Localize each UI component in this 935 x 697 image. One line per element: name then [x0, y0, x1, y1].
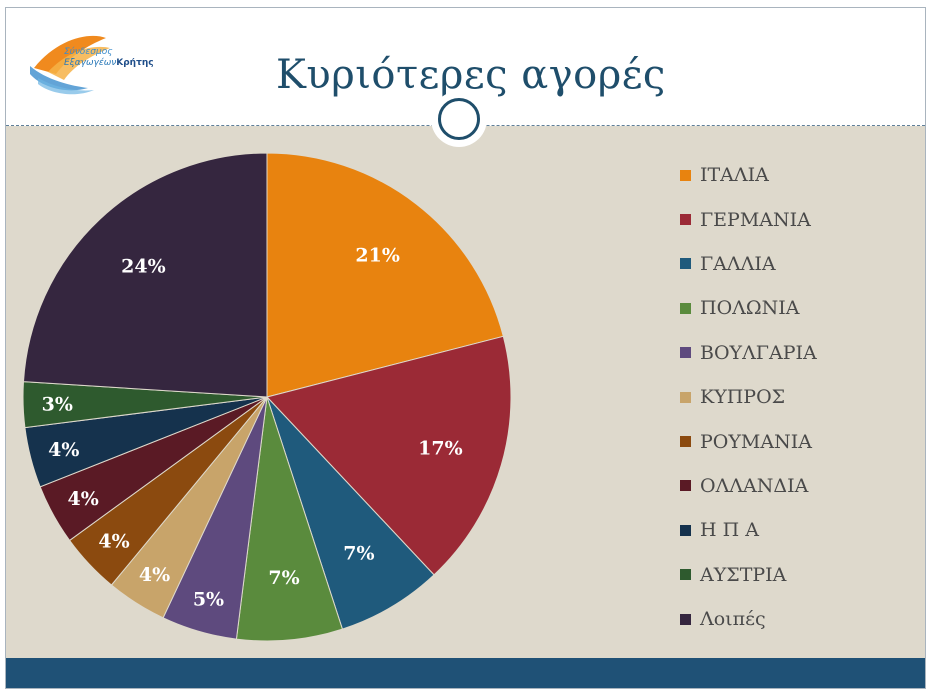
- legend-label: ΙΤΑΛΙΑ: [700, 164, 769, 187]
- legend-item: ΓΕΡΜΑΝΙΑ: [680, 197, 817, 241]
- legend-label: ΡΟΥΜΑΝΙΑ: [700, 430, 812, 453]
- legend-swatch: [680, 214, 691, 226]
- legend-label: ΟΛΛΑΝΔΙΑ: [700, 474, 809, 497]
- pie-slice-0: [266, 152, 504, 398]
- footer-bar: [6, 658, 925, 688]
- legend-label: Η Π Α: [700, 519, 759, 542]
- legend-label: ΚΥΠΡΟΣ: [700, 386, 786, 409]
- page-title: Κυριότερες αγορές: [276, 52, 666, 98]
- legend-swatch: [680, 302, 691, 314]
- logo-line-2: ΕξαγωγέωνΚρήτης: [64, 58, 154, 69]
- divider-ring-icon: [434, 94, 484, 144]
- legend-item: Λοιπές: [680, 597, 817, 641]
- pie-slice-3: [235, 396, 344, 642]
- pie-label-8: 4%: [48, 439, 79, 461]
- chart-legend: ΙΤΑΛΙΑ ΓΕΡΜΑΝΙΑ ΓΑΛΛΙΑ ΠΟΛΩΝΙΑ ΒΟΥΛΓΑΡΙΑ ΚΥΠΡ…: [680, 153, 817, 641]
- legend-item: ΟΛΛΑΝΔΙΑ: [680, 464, 817, 508]
- legend-label: ΓΑΛΛΙΑ: [700, 252, 776, 275]
- legend-label: ΑΥΣΤΡΙΑ: [700, 563, 787, 586]
- pie-label-3: 7%: [268, 567, 299, 589]
- pie-slice-2: [266, 396, 435, 630]
- legend-swatch: [680, 391, 691, 403]
- logo-line-1: Σύνδεσμος: [64, 47, 113, 57]
- logo-icon: [30, 35, 110, 95]
- pie-label-0: 21%: [355, 244, 400, 266]
- pie-label-7: 4%: [67, 488, 98, 510]
- legend-item: ΡΟΥΜΑΝΙΑ: [680, 419, 817, 463]
- pie-label-10: 24%: [121, 255, 166, 277]
- pie-label-2: 7%: [343, 542, 374, 564]
- legend-item: ΙΤΑΛΙΑ: [680, 153, 817, 197]
- pie-slice-1: [266, 335, 512, 576]
- legend-swatch: [680, 613, 691, 625]
- pie-label-9: 3%: [42, 394, 73, 416]
- legend-swatch: [680, 480, 691, 492]
- legend-item: Η Π Α: [680, 508, 817, 552]
- legend-label: Λοιπές: [700, 608, 766, 631]
- pie-label-4: 5%: [193, 589, 224, 611]
- pie-label-1: 17%: [418, 437, 463, 459]
- legend-item: ΠΟΛΩΝΙΑ: [680, 286, 817, 330]
- legend-item: ΑΥΣΤΡΙΑ: [680, 553, 817, 597]
- logo-text: Σύνδεσμος ΕξαγωγέωνΚρήτης: [64, 47, 154, 69]
- legend-item: ΚΥΠΡΟΣ: [680, 375, 817, 419]
- pie-chart: 21%17%7%7%5%4%4%4%4%3%24%: [22, 152, 512, 642]
- legend-label: ΠΟΛΩΝΙΑ: [700, 297, 800, 320]
- legend-swatch: [680, 569, 691, 581]
- legend-swatch: [680, 347, 691, 359]
- pie-slice-10: [22, 152, 268, 398]
- legend-swatch: [680, 169, 691, 181]
- legend-swatch: [680, 258, 691, 270]
- pie-label-5: 4%: [139, 564, 170, 586]
- legend-swatch: [680, 436, 691, 448]
- pie-label-6: 4%: [98, 531, 129, 553]
- legend-swatch: [680, 524, 691, 536]
- legend-item: ΓΑΛΛΙΑ: [680, 242, 817, 286]
- logo-line-2a: Εξαγωγέων: [64, 58, 117, 68]
- legend-label: ΓΕΡΜΑΝΙΑ: [700, 208, 811, 231]
- logo-line-2b: Κρήτης: [116, 58, 154, 68]
- legend-label: ΒΟΥΛΓΑΡΙΑ: [700, 341, 817, 364]
- legend-item: ΒΟΥΛΓΑΡΙΑ: [680, 331, 817, 375]
